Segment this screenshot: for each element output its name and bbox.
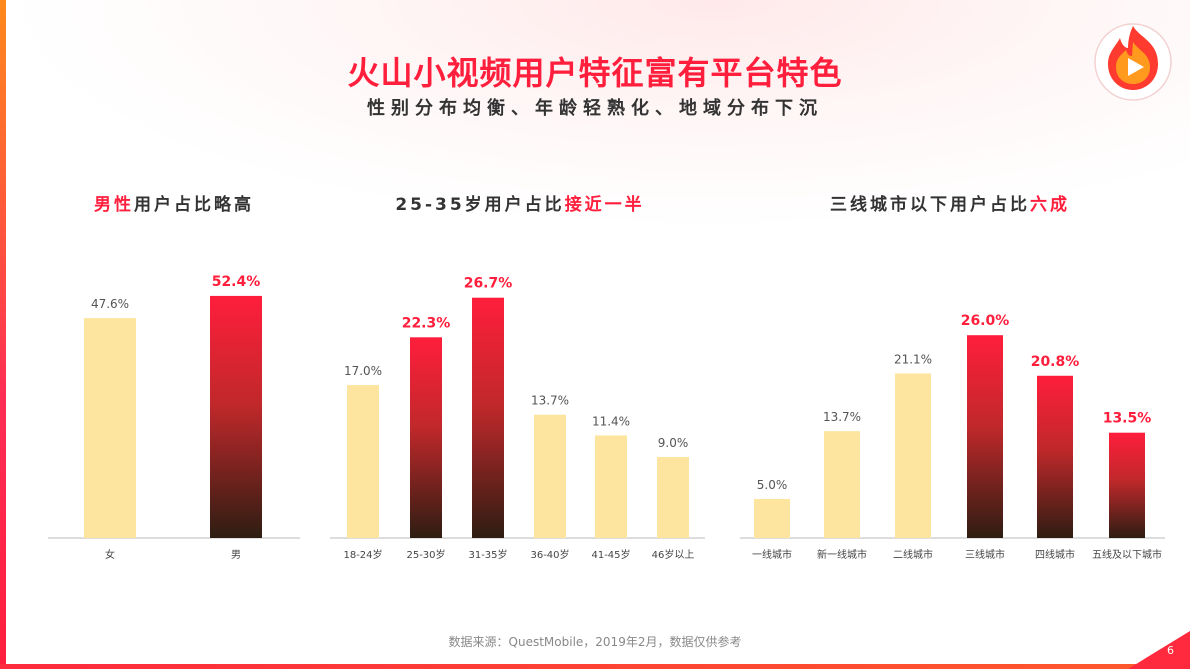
data-label: 26.0% xyxy=(961,313,1010,329)
page-number: 6 xyxy=(1167,644,1174,657)
chart-1-heading-highlight: 男性 xyxy=(94,195,134,215)
x-tick-label: 一线城市 xyxy=(752,548,792,561)
chart-2-heading-text: 25-35岁用户占比 xyxy=(395,195,565,215)
data-label: 13.7% xyxy=(823,410,861,424)
x-tick-label: 18-24岁 xyxy=(343,548,382,561)
header-background xyxy=(0,0,1190,230)
bar xyxy=(895,373,931,538)
bar xyxy=(595,435,627,538)
x-tick-label: 46岁以上 xyxy=(652,548,695,561)
data-label: 17.0% xyxy=(344,364,382,378)
data-label: 21.1% xyxy=(894,352,932,366)
chart-3-heading: 三线城市以下用户占比六成 xyxy=(740,190,1160,215)
bar xyxy=(1037,375,1073,538)
data-label: 9.0% xyxy=(658,436,689,450)
left-accent-bar xyxy=(0,0,6,669)
x-tick-label: 女 xyxy=(105,548,115,561)
data-label: 47.6% xyxy=(91,297,129,311)
page-title: 火山小视频用户特征富有平台特色 xyxy=(347,54,843,92)
bar xyxy=(210,295,262,538)
bar xyxy=(410,337,442,538)
x-tick-label: 25-30岁 xyxy=(406,548,445,561)
data-label: 13.7% xyxy=(531,394,569,408)
x-tick-label: 41-45岁 xyxy=(591,548,630,561)
bar xyxy=(472,297,504,538)
chart-1-heading-text: 用户占比略高 xyxy=(134,195,254,215)
data-label: 20.8% xyxy=(1031,354,1080,370)
x-tick-label: 新一线城市 xyxy=(817,548,867,561)
bar xyxy=(824,431,860,538)
x-tick-label: 31-35岁 xyxy=(468,548,507,561)
bar xyxy=(1109,432,1145,538)
chart-2-heading-highlight: 接近一半 xyxy=(564,195,645,215)
chart-3-heading-highlight: 六成 xyxy=(1030,195,1070,215)
page-subtitle: 性别分布均衡、年龄轻熟化、地域分布下沉 xyxy=(367,98,823,119)
bar xyxy=(967,335,1003,538)
chart-3-heading-text: 三线城市以下用户占比 xyxy=(830,195,1030,215)
bottom-accent-bar xyxy=(0,664,1190,669)
x-tick-label: 三线城市 xyxy=(965,548,1005,561)
data-label: 26.7% xyxy=(464,276,513,292)
data-label: 11.4% xyxy=(592,414,630,428)
data-label: 52.4% xyxy=(212,274,261,290)
corner-decoration xyxy=(1128,631,1190,669)
data-label: 22.3% xyxy=(402,315,451,331)
data-label: 5.0% xyxy=(757,478,788,492)
bar xyxy=(84,318,136,538)
chart-1-heading: 男性用户占比略高 xyxy=(48,190,300,215)
x-tick-label: 男 xyxy=(231,549,241,561)
chart-2-heading: 25-35岁用户占比接近一半 xyxy=(330,190,710,215)
bar xyxy=(754,499,790,538)
x-tick-label: 36-40岁 xyxy=(530,548,569,561)
data-label: 13.5% xyxy=(1103,411,1152,427)
x-tick-label: 二线城市 xyxy=(893,548,933,561)
play-flame-icon xyxy=(1094,23,1172,101)
data-source-note: 数据来源：QuestMobile，2019年2月，数据仅供参考 xyxy=(448,635,742,649)
bar xyxy=(347,385,379,538)
x-tick-label: 四线城市 xyxy=(1035,548,1075,561)
bar xyxy=(657,457,689,538)
x-tick-label: 五线及以下城市 xyxy=(1092,548,1162,561)
bar xyxy=(534,414,566,538)
